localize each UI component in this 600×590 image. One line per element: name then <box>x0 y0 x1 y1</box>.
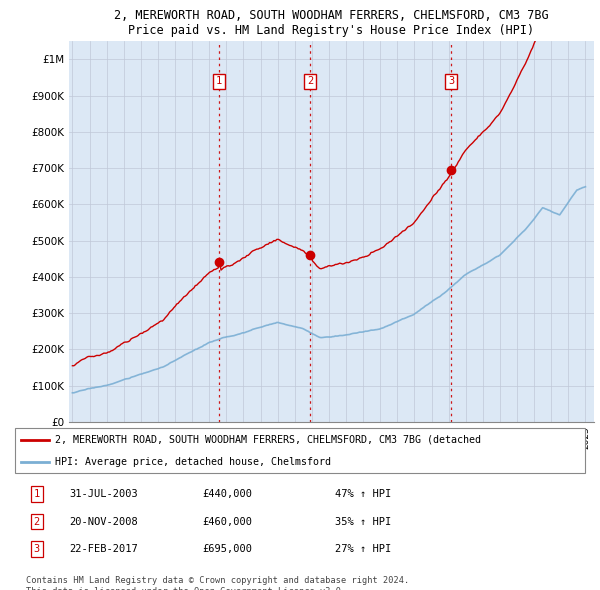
Title: 2, MEREWORTH ROAD, SOUTH WOODHAM FERRERS, CHELMSFORD, CM3 7BG
Price paid vs. HM : 2, MEREWORTH ROAD, SOUTH WOODHAM FERRERS… <box>114 9 549 37</box>
Text: 27% ↑ HPI: 27% ↑ HPI <box>335 544 391 554</box>
Text: 35% ↑ HPI: 35% ↑ HPI <box>335 517 391 526</box>
Text: £695,000: £695,000 <box>202 544 252 554</box>
Text: 47% ↑ HPI: 47% ↑ HPI <box>335 489 391 499</box>
Text: 20-NOV-2008: 20-NOV-2008 <box>70 517 139 526</box>
Text: £460,000: £460,000 <box>202 517 252 526</box>
Text: 3: 3 <box>34 544 40 554</box>
Text: 31-JUL-2003: 31-JUL-2003 <box>70 489 139 499</box>
Text: £440,000: £440,000 <box>202 489 252 499</box>
Text: 22-FEB-2017: 22-FEB-2017 <box>70 544 139 554</box>
Text: 2: 2 <box>34 517 40 526</box>
Text: 2: 2 <box>307 76 313 86</box>
Text: HPI: Average price, detached house, Chelmsford: HPI: Average price, detached house, Chel… <box>55 457 331 467</box>
Text: Contains HM Land Registry data © Crown copyright and database right 2024.
This d: Contains HM Land Registry data © Crown c… <box>26 576 410 590</box>
FancyBboxPatch shape <box>15 428 585 474</box>
Text: 3: 3 <box>448 76 454 86</box>
Text: 1: 1 <box>216 76 222 86</box>
Text: 2, MEREWORTH ROAD, SOUTH WOODHAM FERRERS, CHELMSFORD, CM3 7BG (detached: 2, MEREWORTH ROAD, SOUTH WOODHAM FERRERS… <box>55 435 481 445</box>
Text: 1: 1 <box>34 489 40 499</box>
